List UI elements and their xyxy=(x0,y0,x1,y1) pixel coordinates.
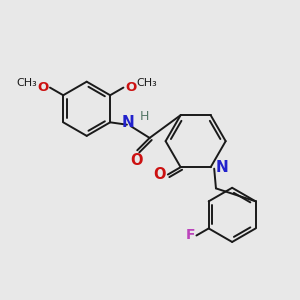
Text: CH₃: CH₃ xyxy=(136,78,157,88)
Text: O: O xyxy=(125,81,136,94)
Text: F: F xyxy=(185,229,195,242)
Text: O: O xyxy=(37,81,48,94)
Text: H: H xyxy=(140,110,149,123)
Text: O: O xyxy=(153,167,166,182)
Text: CH₃: CH₃ xyxy=(16,78,37,88)
Text: N: N xyxy=(216,160,229,175)
Text: N: N xyxy=(122,116,135,130)
Text: O: O xyxy=(130,153,143,168)
